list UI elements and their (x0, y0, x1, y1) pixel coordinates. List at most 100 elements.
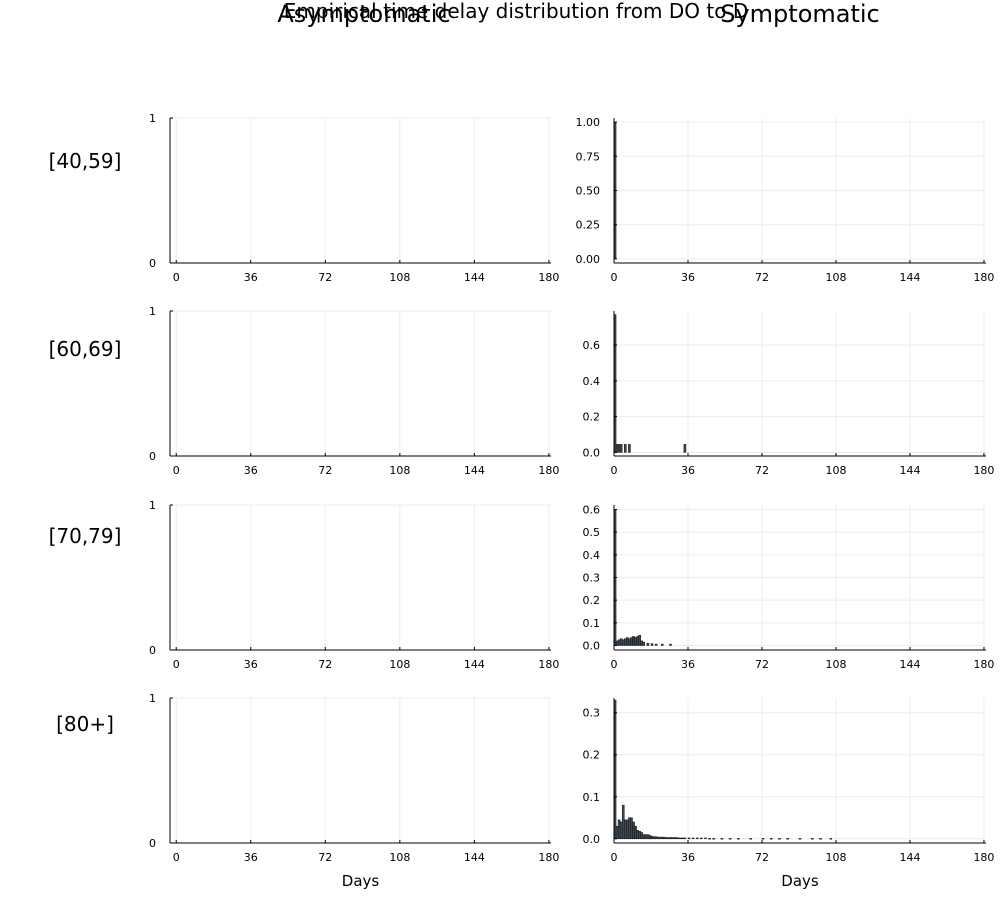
histogram-bar (669, 837, 672, 840)
y-tick-label: 0 (149, 644, 156, 657)
x-tick-label: 108 (389, 271, 410, 284)
x-tick-label: 180 (538, 271, 559, 284)
panel-sym-0: 0 36 72 108 144 180 0.00 0.25 0.50 0.75 1.00 (576, 116, 995, 284)
histogram-bar (628, 444, 631, 453)
x-tick-label: 72 (755, 851, 769, 864)
x-tick-label: 108 (389, 851, 410, 864)
panels: 0 36 72 108 144 180 0 1 0 36 72 108 144 180 0.0 0 0.25 0.… (149, 112, 994, 890)
histogram-bar (663, 836, 666, 840)
panel-asym-2: 0 36 72 108 144 180 0 1 (149, 499, 559, 671)
histogram-bar (615, 640, 619, 646)
y-tick-label: 0.5 (583, 526, 601, 539)
histogram-bar (624, 638, 627, 646)
x-tick-label: 0 (611, 464, 618, 477)
histogram-bar (737, 838, 740, 840)
panel-sym-2: 0 36 72 108 144 180 0.0 0.1 0.2 0.3 0.4 0.5 0.6 (583, 504, 995, 671)
x-tick-label: 108 (825, 464, 846, 477)
x-tick-label: 180 (973, 658, 994, 671)
x-tick-label: 108 (825, 271, 846, 284)
histogram-bar (642, 834, 646, 840)
y-tick-label: 0.4 (583, 375, 601, 388)
y-tick-label: 0.75 (576, 150, 601, 163)
row-label-80plus: [80+] (56, 712, 114, 736)
x-tick-label: 72 (318, 658, 332, 671)
y-tick-label: 0.0 (583, 639, 601, 652)
column-title-asymptomatic: Asymptomatic (277, 0, 450, 28)
histogram-bar (829, 838, 833, 840)
x-tick-label: 108 (389, 658, 410, 671)
x-tick-label: 36 (244, 851, 258, 864)
histogram-bar (658, 836, 662, 840)
histogram-bar (648, 835, 652, 840)
x-tick-label: 144 (464, 464, 485, 477)
histogram-bar (654, 643, 658, 646)
row-label-60-69: [60,69] (49, 337, 122, 361)
x-tick-label: 0 (611, 271, 618, 284)
y-tick-label: 0.2 (583, 594, 601, 607)
histogram-bar (679, 837, 683, 840)
histogram-bar (786, 838, 789, 840)
x-axis-label: Days (781, 872, 819, 890)
histogram-bar (626, 819, 629, 840)
histogram-bar (619, 821, 623, 840)
panel-sym-3: 0 36 72 108 144 180 0.0 0.1 0.2 0.3 Days (583, 698, 994, 890)
x-tick-label: 72 (755, 464, 769, 477)
y-tick-label: 1 (149, 692, 156, 705)
x-tick-label: 72 (318, 271, 332, 284)
histogram-bar (626, 637, 629, 646)
y-tick-label: 1 (149, 499, 156, 512)
histogram-bar (683, 837, 687, 840)
histogram-bar (704, 837, 707, 840)
row-label-70-79: [70,79] (49, 524, 122, 548)
panel-asym-3: 0 36 72 108 144 180 0 1 Days (149, 692, 559, 890)
histogram-bar (798, 838, 802, 840)
x-tick-label: 36 (681, 851, 695, 864)
x-tick-label: 144 (899, 658, 920, 671)
histogram-bar (661, 836, 664, 840)
histogram-bar (700, 837, 703, 840)
x-tick-label: 180 (973, 851, 994, 864)
panel-asym-1: 0 36 72 108 144 180 0 1 (149, 305, 559, 477)
histogram-bar (671, 837, 674, 840)
panel-sym-1: 0 36 72 108 144 180 0.0 0.2 0.4 0.6 (583, 311, 994, 477)
histogram-bar (681, 837, 685, 840)
row-label-40-59: [40,59] (49, 149, 122, 173)
histogram-bar (652, 836, 656, 840)
x-tick-label: 108 (825, 851, 846, 864)
x-tick-label: 36 (244, 464, 258, 477)
x-tick-label: 108 (825, 658, 846, 671)
histogram-bar (667, 837, 670, 840)
x-tick-label: 0 (611, 658, 618, 671)
x-tick-label: 144 (464, 658, 485, 671)
histogram-bar (630, 637, 633, 646)
y-tick-label: 0 (149, 257, 156, 270)
x-tick-label: 144 (899, 271, 920, 284)
histogram-bar (650, 836, 654, 840)
histogram-bar (749, 838, 752, 840)
histogram-bar (634, 637, 637, 646)
y-tick-label: 0.25 (576, 219, 601, 232)
histogram-bar (687, 837, 691, 840)
histogram-bar (677, 837, 681, 840)
histogram-bar (811, 838, 814, 840)
y-tick-label: 0.0 (583, 833, 601, 846)
histogram-bar (654, 836, 658, 840)
histogram-bar (624, 444, 627, 453)
y-tick-label: 0.3 (583, 707, 601, 720)
histogram-bar (630, 817, 633, 840)
histogram-bar (636, 636, 639, 646)
y-tick-label: 0.4 (583, 549, 601, 562)
x-axis-label: Days (342, 872, 380, 890)
y-tick-label: 1 (149, 305, 156, 318)
histogram-bar (638, 635, 641, 646)
histogram-bar (619, 444, 623, 453)
histogram-bar (683, 444, 687, 453)
y-tick-label: 0.1 (583, 791, 601, 804)
histogram-bar (621, 639, 625, 646)
histogram-bar (632, 636, 635, 646)
x-tick-label: 36 (681, 658, 695, 671)
histogram-bar (617, 639, 621, 646)
x-tick-label: 180 (538, 658, 559, 671)
y-tick-label: 0.1 (583, 617, 601, 630)
